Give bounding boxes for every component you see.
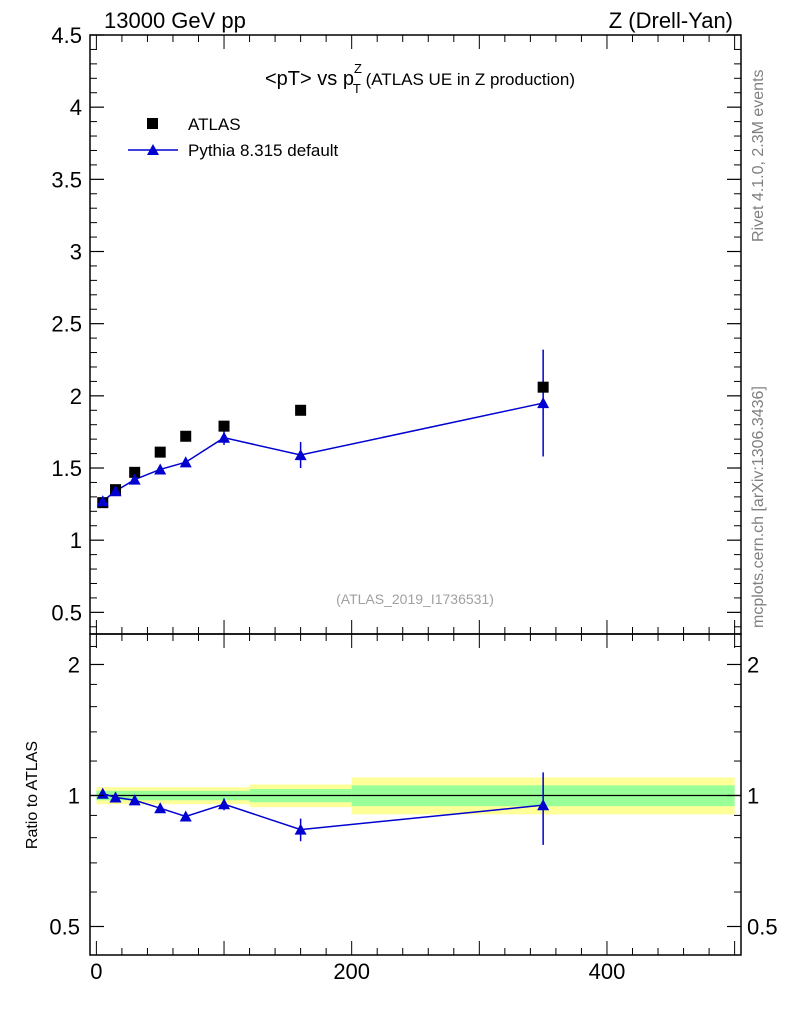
mcplots-label: mcplots.cern.ch [arXiv:1306.3436] bbox=[750, 386, 767, 628]
pythia-point bbox=[154, 463, 167, 475]
ratio-point bbox=[109, 791, 122, 803]
main-ytick-label: 4.5 bbox=[51, 23, 82, 48]
pythia-point bbox=[218, 431, 231, 443]
ratio-ytick-label-right: 2 bbox=[747, 652, 759, 677]
atlas-point bbox=[180, 430, 192, 442]
analysis-label: (ATLAS_2019_I1736531) bbox=[336, 591, 494, 607]
legend-pythia-marker bbox=[147, 144, 159, 155]
ratio-frame bbox=[89, 633, 742, 956]
ratio-ytick-label: 2 bbox=[68, 652, 80, 677]
main-title: <pT> vs pZ T (ATLAS UE in Z production) bbox=[265, 61, 575, 96]
ratio-ylabel: Ratio to ATLAS bbox=[24, 741, 41, 849]
pythia-point bbox=[109, 485, 122, 497]
atlas-point bbox=[537, 381, 549, 393]
atlas-point bbox=[129, 466, 141, 478]
main-ytick-label: 2 bbox=[70, 384, 82, 409]
main-ytick-label: 4 bbox=[70, 95, 82, 120]
pythia-point bbox=[537, 397, 550, 409]
pythia-point bbox=[294, 449, 307, 461]
legend: ATLAS Pythia 8.315 default bbox=[128, 115, 339, 160]
atlas-point bbox=[154, 446, 166, 458]
ratio-panel: 0.5 0.5 1 1 2 2 0 200 400 Ratio to ATLAS bbox=[24, 633, 778, 984]
pythia-point bbox=[179, 456, 192, 468]
ratio-point bbox=[537, 799, 550, 811]
ratio-point bbox=[154, 802, 167, 814]
main-ytick-label: 2.5 bbox=[51, 312, 82, 337]
ratio-point bbox=[128, 794, 141, 806]
atlas-point bbox=[295, 404, 307, 416]
ratio-xtick-label: 400 bbox=[589, 959, 626, 984]
header-left: 13000 GeV pp bbox=[104, 8, 246, 33]
header-right: Z (Drell-Yan) bbox=[609, 8, 733, 33]
main-ytick-label: 3.5 bbox=[51, 167, 82, 192]
ratio-point bbox=[179, 810, 192, 822]
ratio-ytick-label: 0.5 bbox=[49, 914, 80, 939]
pythia-point bbox=[128, 473, 141, 485]
legend-atlas-label: ATLAS bbox=[188, 115, 241, 134]
main-ytick-label: 3 bbox=[70, 240, 82, 265]
ratio-point bbox=[218, 798, 231, 810]
main-panel: 0.5 1 1.5 2 2.5 3 3.5 4 4.5 <pT> vs pZ T (ATLAS U… bbox=[51, 23, 742, 635]
legend-pythia-label: Pythia 8.315 default bbox=[188, 141, 339, 160]
main-title-text: <pT> vs p bbox=[265, 68, 354, 90]
atlas-point bbox=[218, 420, 230, 432]
pythia-line bbox=[102, 402, 544, 502]
rivet-label: Rivet 4.1.0, 2.3M events bbox=[750, 69, 767, 242]
ratio-ytick-label: 1 bbox=[68, 783, 80, 808]
ratio-ytick-label-right: 1 bbox=[747, 783, 759, 808]
main-ytick-label: 1.5 bbox=[51, 456, 82, 481]
main-ytick-label: 0.5 bbox=[51, 600, 82, 625]
ratio-ytick-label-right: 0.5 bbox=[747, 914, 778, 939]
main-title-sub: T bbox=[353, 81, 361, 96]
legend-atlas-marker bbox=[147, 118, 158, 129]
ratio-xtick-label: 200 bbox=[333, 959, 370, 984]
pythia-point bbox=[96, 495, 109, 507]
ratio-xtick-label: 0 bbox=[90, 959, 102, 984]
main-title-rest: (ATLAS UE in Z production) bbox=[361, 70, 575, 89]
main-title-sup: Z bbox=[354, 61, 362, 76]
main-ytick-label: 1 bbox=[70, 528, 82, 553]
ratio-point bbox=[294, 823, 307, 835]
